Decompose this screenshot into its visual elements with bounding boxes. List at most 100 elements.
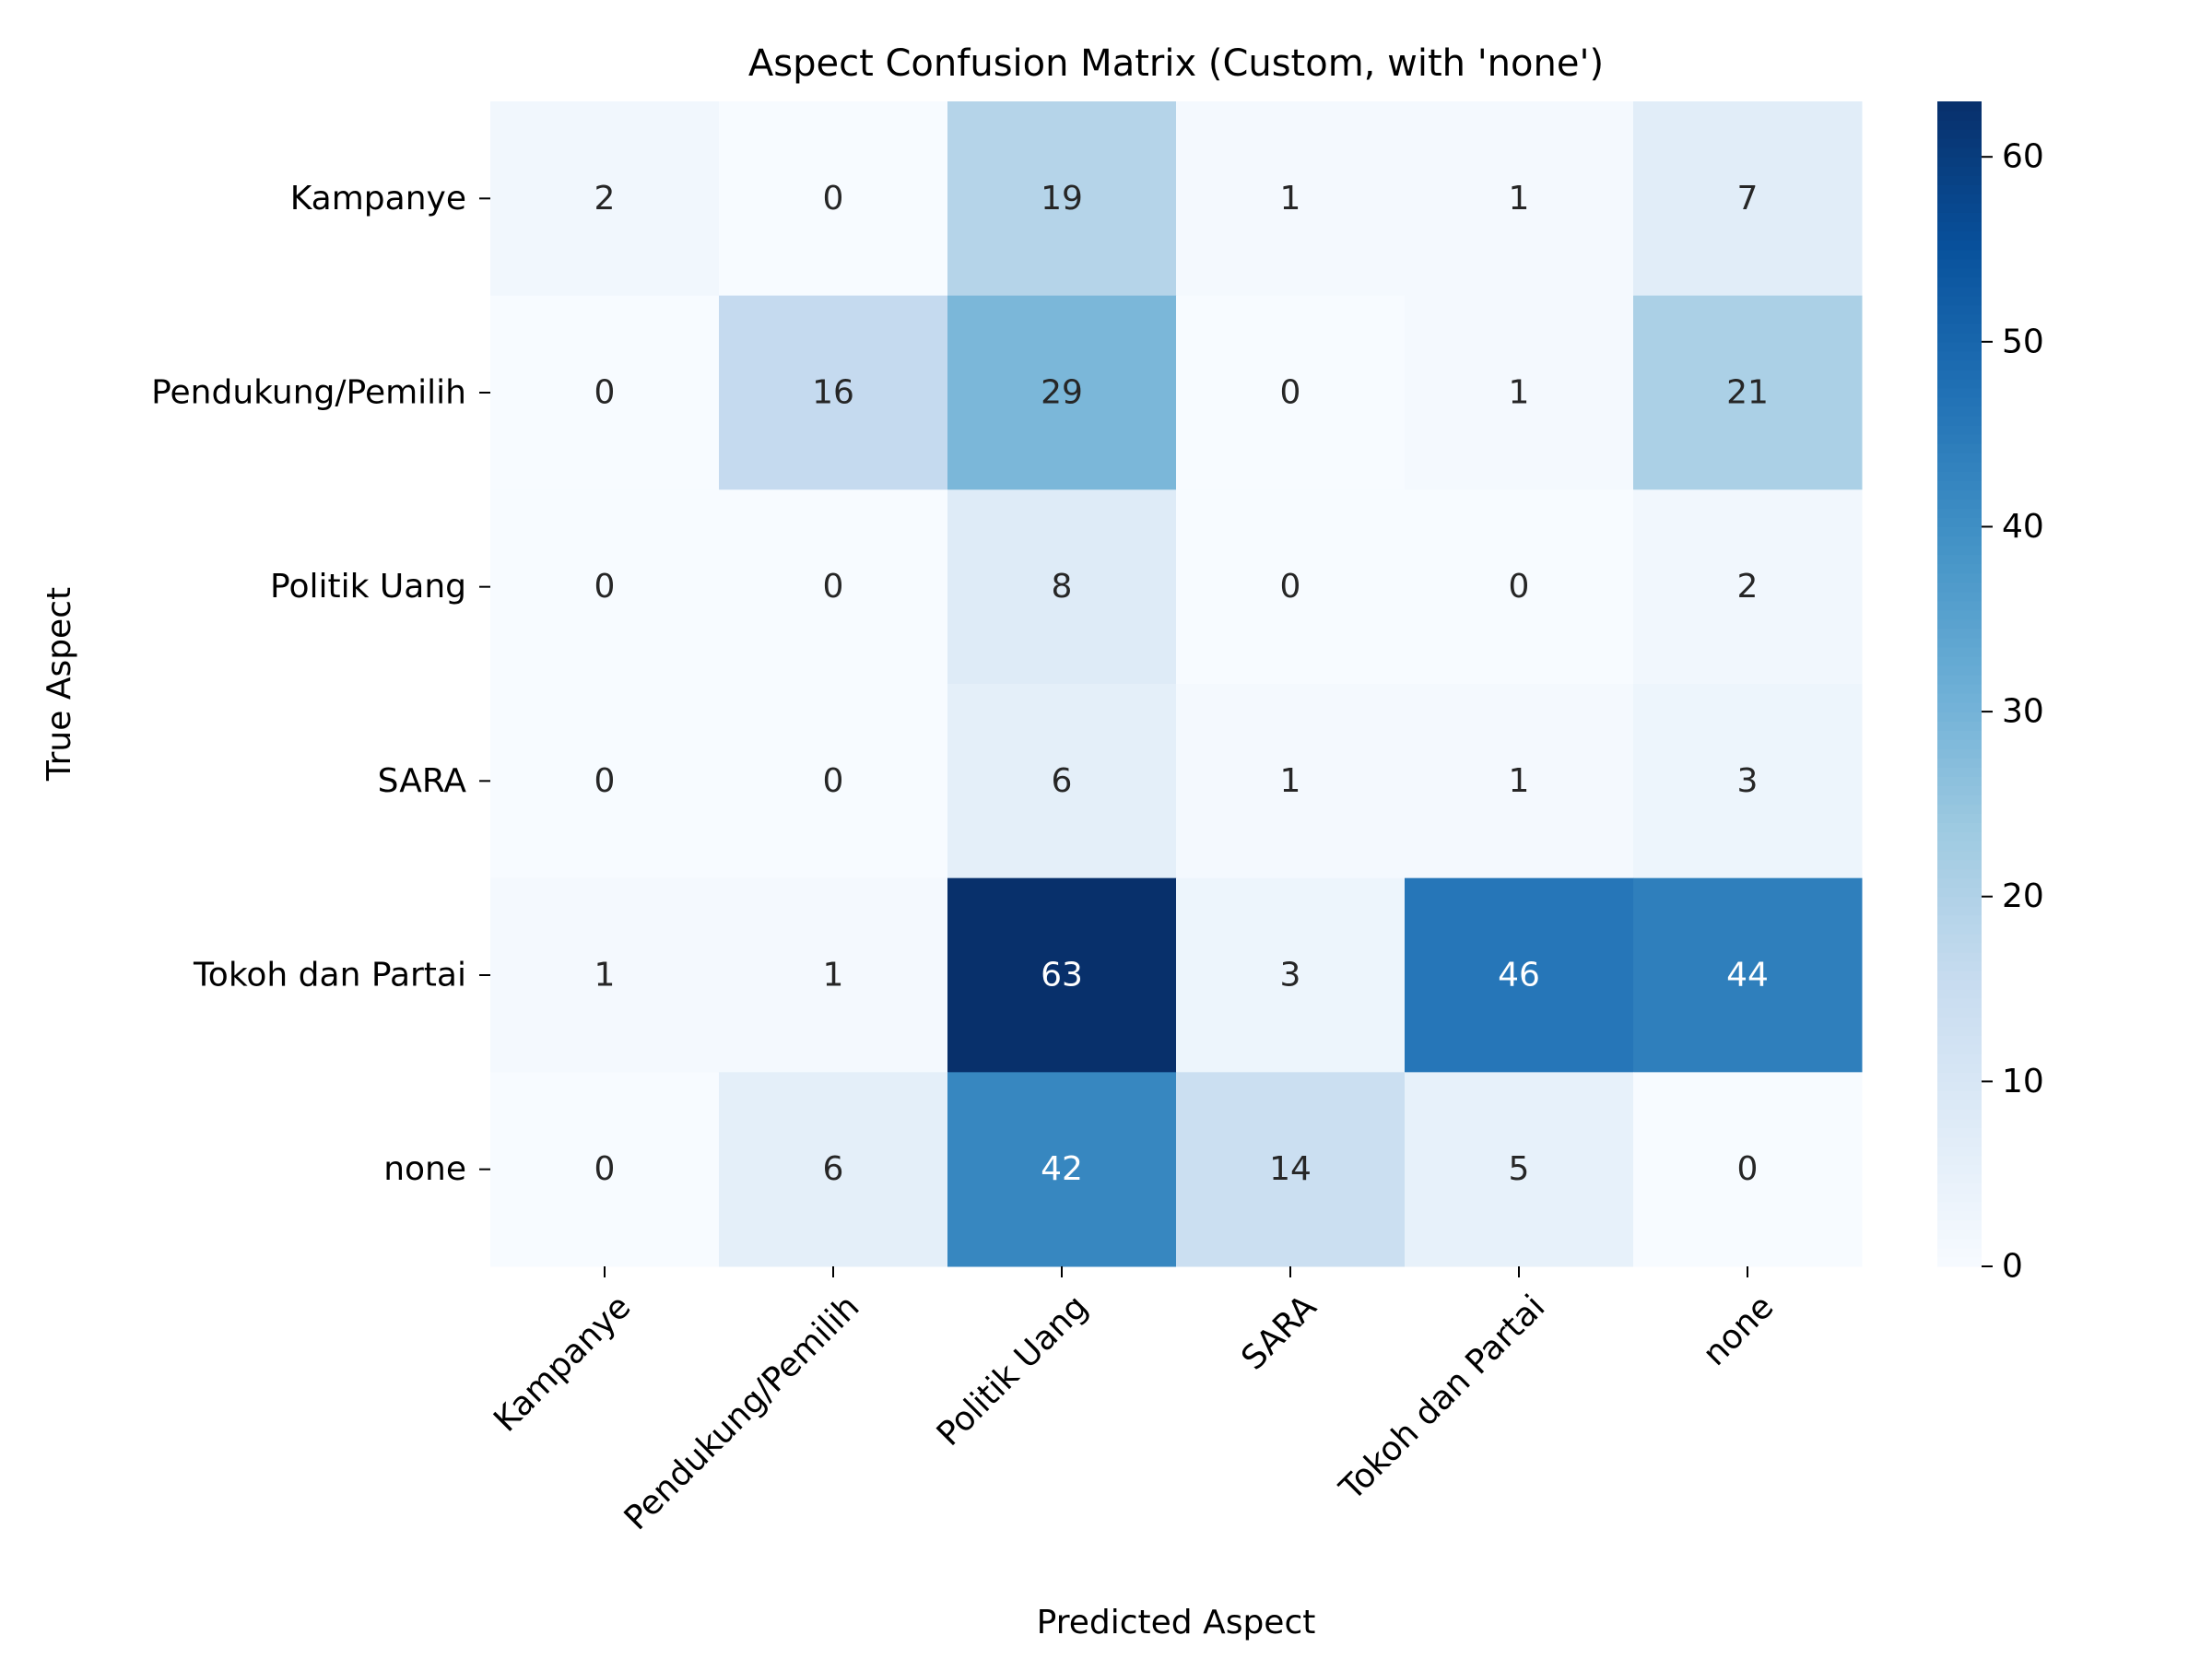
x-tick-label: none: [1696, 1288, 1781, 1372]
heatmap-cell: [719, 1072, 948, 1267]
cell-value-label: 6: [1052, 762, 1073, 800]
heatmap-cell: [947, 684, 1177, 879]
cell-value-label: 16: [812, 374, 854, 412]
x-tick-label: Tokoh dan Partai: [1332, 1288, 1552, 1508]
cell-value-label: 1: [1509, 374, 1530, 412]
cell-value-label: 2: [594, 180, 616, 218]
colorbar-segment: [1937, 989, 1982, 999]
cell-value-label: 0: [823, 568, 844, 606]
colorbar-segment: [1937, 1081, 1982, 1091]
y-tick-label: Kampanye: [290, 180, 466, 218]
heatmap-cell: [947, 101, 1177, 297]
x-tick-label: SARA: [1234, 1288, 1324, 1377]
heatmap-cell: [1405, 684, 1634, 879]
colorbar-segment: [1937, 1247, 1982, 1258]
colorbar-segment: [1937, 212, 1982, 223]
y-tick-label: none: [383, 1150, 466, 1188]
colorbar-segment: [1937, 258, 1982, 269]
colorbar-segment: [1937, 295, 1982, 306]
colorbar-segment: [1937, 1219, 1982, 1230]
heatmap-cell: [1633, 295, 1863, 490]
colorbar-segment: [1937, 535, 1982, 547]
colorbar-segment: [1937, 359, 1982, 371]
colorbar-segment: [1937, 397, 1982, 407]
colorbar-segment: [1937, 637, 1982, 648]
colorbar-segment: [1937, 563, 1982, 574]
colorbar-segment: [1937, 166, 1982, 176]
x-tick-label: Kampanye: [487, 1288, 638, 1439]
heatmap-cell: [1633, 101, 1863, 297]
colorbar-segment: [1937, 203, 1982, 213]
x-axis-label: Predicted Aspect: [1037, 1604, 1316, 1641]
heatmap-cell: [490, 489, 720, 685]
y-tick-label: Tokoh dan Partai: [193, 957, 466, 994]
cell-value-label: 6: [823, 1150, 844, 1188]
y-tick-label: SARA: [378, 762, 467, 800]
colorbar-segment: [1937, 378, 1982, 389]
cell-value-label: 0: [1509, 568, 1530, 606]
colorbar-segment: [1937, 785, 1982, 795]
cell-value-label: 0: [594, 762, 616, 800]
colorbar-segment: [1937, 1210, 1982, 1221]
colorbar-segment: [1937, 1118, 1982, 1129]
colorbar-segment: [1937, 1229, 1982, 1240]
heatmap-cell: [947, 877, 1177, 1073]
colorbar-segment: [1937, 406, 1982, 417]
colorbar-segment: [1937, 286, 1982, 297]
colorbar-segment: [1937, 712, 1982, 722]
colorbar-segment: [1937, 1127, 1982, 1138]
heatmap-cell: [490, 101, 720, 297]
heatmap-cell: [719, 489, 948, 685]
colorbar-segment: [1937, 693, 1982, 703]
colorbar-segment: [1937, 526, 1982, 537]
colorbar-segment: [1937, 933, 1982, 944]
heatmap-cell: [490, 1072, 720, 1267]
heatmap-cell: [1176, 295, 1406, 490]
colorbar-tick-label: 0: [2002, 1248, 2023, 1286]
colorbar-segment: [1937, 1109, 1982, 1120]
cell-value-label: 3: [1737, 762, 1759, 800]
colorbar-segment: [1937, 480, 1982, 490]
colorbar-segment: [1937, 600, 1982, 611]
cell-value-label: 42: [1041, 1150, 1083, 1188]
colorbar-segment: [1937, 868, 1982, 879]
y-axis: Kampanye Pendukung/Pemilih Politik Uang SAR…: [151, 180, 490, 1188]
heatmap-cell: [947, 1072, 1177, 1267]
colorbar-tick-label: 10: [2002, 1063, 2044, 1100]
colorbar-segment: [1937, 582, 1982, 593]
colorbar-segment: [1937, 1100, 1982, 1111]
colorbar-segment: [1937, 628, 1982, 639]
y-tick-label: Pendukung/Pemilih: [151, 374, 466, 412]
colorbar-tick-label: 40: [2002, 508, 2044, 546]
colorbar-segment: [1937, 416, 1982, 426]
colorbar-segment: [1937, 776, 1982, 786]
colorbar-tick-label: 50: [2002, 323, 2044, 360]
colorbar-tick-label: 30: [2002, 693, 2044, 731]
colorbar-segment: [1937, 387, 1982, 398]
colorbar-segment: [1937, 1192, 1982, 1203]
cell-value-label: 1: [1280, 180, 1301, 218]
colorbar-segment: [1937, 350, 1982, 361]
y-axis-label: True Aspect: [41, 587, 78, 782]
cell-value-label: 63: [1041, 957, 1083, 994]
colorbar-segment: [1937, 194, 1982, 204]
colorbar-segment: [1937, 313, 1982, 324]
colorbar-tick-label: 20: [2002, 877, 2044, 915]
cell-value-label: 0: [594, 374, 616, 412]
chart-title: Aspect Confusion Matrix (Custom, with 'n…: [748, 42, 1604, 85]
colorbar-segment: [1937, 369, 1982, 380]
cell-value-label: 46: [1498, 957, 1540, 994]
heatmap-cell: [1633, 684, 1863, 879]
colorbar-segment: [1937, 157, 1982, 167]
heatmap-cell: [1176, 489, 1406, 685]
heatmap-cell: [490, 684, 720, 879]
colorbar-segment: [1937, 739, 1982, 749]
colorbar-segment: [1937, 276, 1982, 288]
heatmap-cell: [719, 684, 948, 879]
colorbar-segment: [1937, 572, 1982, 583]
heatmap-cell: [490, 295, 720, 490]
colorbar-segment: [1937, 1035, 1982, 1045]
cell-value-label: 21: [1726, 374, 1769, 412]
heatmap-cell-labels: 2 0 19 1 1 7 0 16 29 0 1 21 0 0 8 0 0 2 0 0 6 1 1 3 1 1 63 3 46 44 0 6 4…: [594, 180, 1769, 1188]
